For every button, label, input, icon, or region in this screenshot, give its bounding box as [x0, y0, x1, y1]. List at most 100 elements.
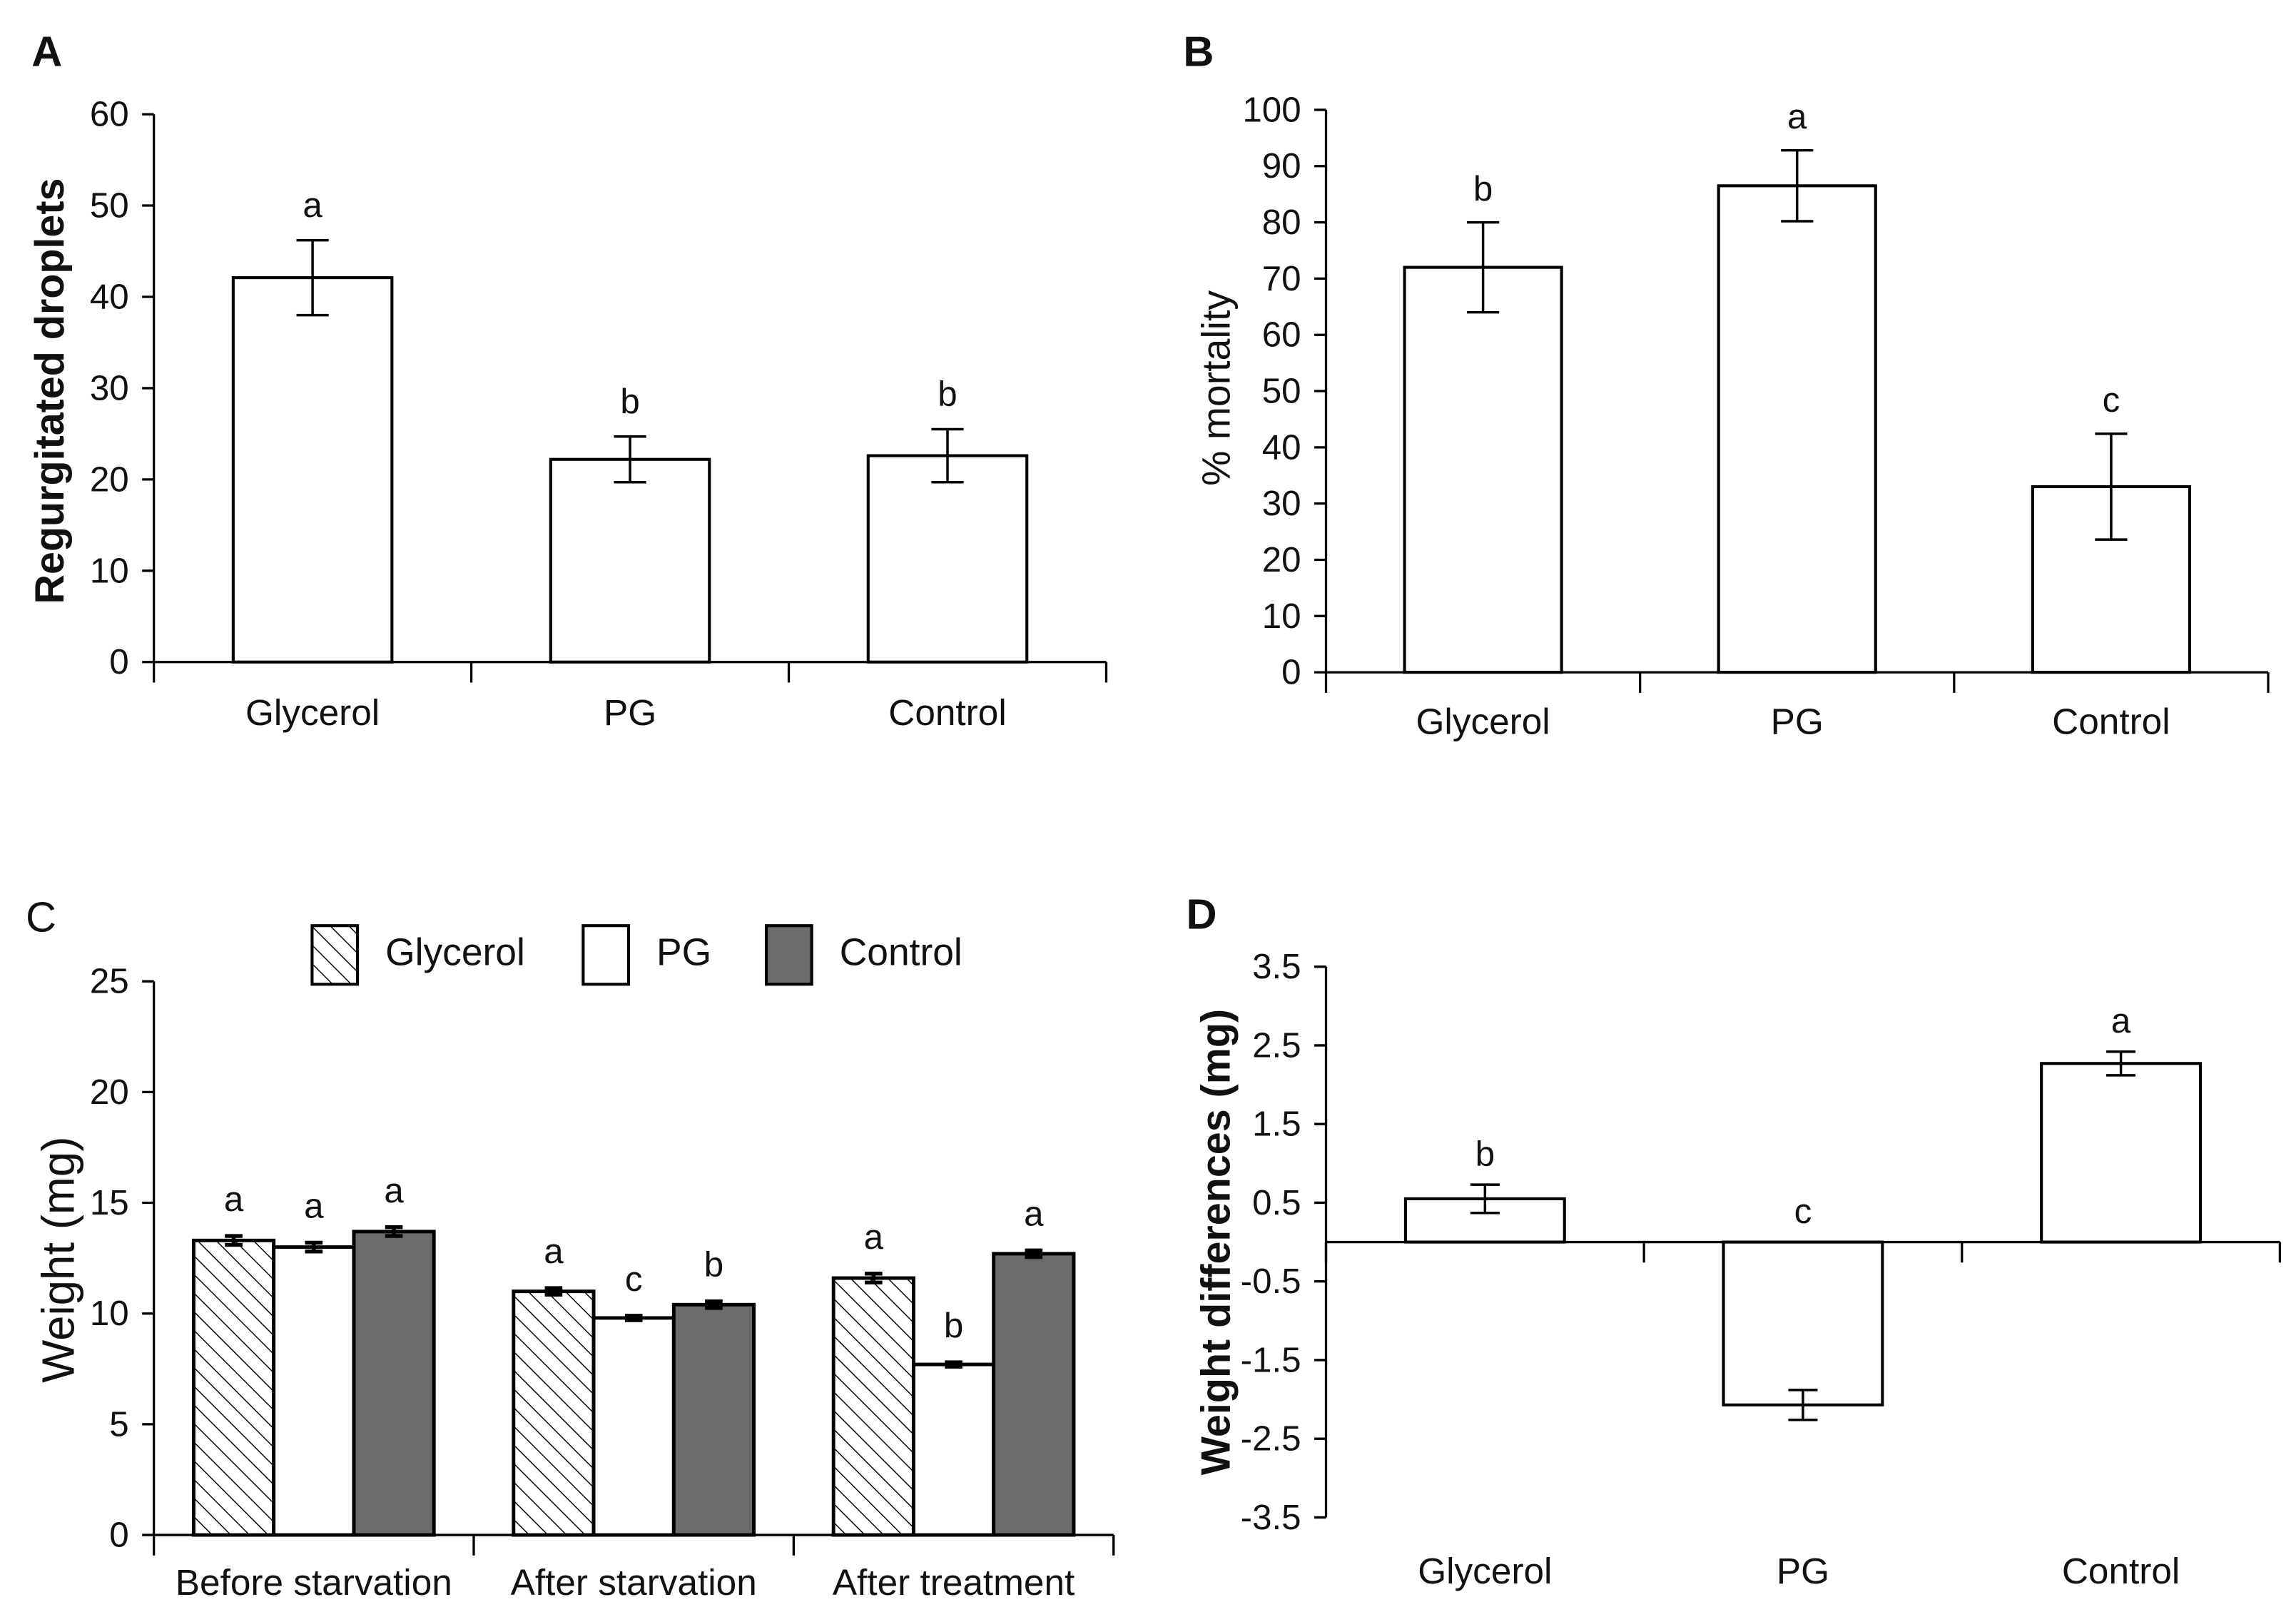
bar-glycerol	[512, 1289, 596, 1537]
panel-label: D	[1186, 890, 1216, 938]
y-axis-label: Weight differences (mg)	[1193, 1009, 1239, 1475]
error-bar	[614, 435, 646, 484]
error-bar	[385, 1225, 403, 1238]
y-tick-label: 80	[1262, 203, 1301, 242]
panel-label: A	[31, 27, 62, 75]
category-label-control: Control	[2062, 1551, 2180, 1591]
category-label-pg: PG	[1777, 1551, 1829, 1591]
significance-letter: c	[2103, 380, 2120, 420]
error-bar	[2106, 1050, 2136, 1077]
bar-pg	[272, 1245, 356, 1537]
bar-group-pg: b	[549, 382, 711, 664]
legend-swatch	[581, 924, 631, 986]
y-tick-label: 60	[1262, 315, 1301, 355]
bar-glycerol	[191, 1238, 276, 1537]
y-axis: 0 10 20 30 40 50 60	[90, 95, 156, 681]
bar-group-after-starvation: ac b	[512, 1232, 756, 1537]
y-tick-label: 1.5	[1252, 1105, 1301, 1144]
panel-label: C	[26, 893, 56, 941]
y-tick-label: 10	[90, 1294, 129, 1333]
legend-label: Glycerol	[385, 932, 525, 974]
y-tick-label: 10	[90, 551, 129, 590]
bar-group-control: c	[2031, 380, 2191, 674]
error-bar	[864, 1272, 883, 1284]
category-label-after-starvation: After starvation	[511, 1562, 757, 1603]
panel-b: B % mortality 0 10 20 30 40 50 60 70 80 90 100 Glycer…	[1183, 27, 2270, 741]
y-tick-label: 40	[1262, 427, 1301, 467]
significance-letter: a	[224, 1180, 244, 1219]
category-label-after-treatment: After treatment	[833, 1562, 1075, 1603]
y-tick-label: 15	[90, 1183, 129, 1222]
y-tick-label: -3.5	[1241, 1498, 1301, 1537]
y-tick-label: -2.5	[1241, 1419, 1301, 1459]
x-axis: Glycerol PG Control	[1324, 671, 2270, 741]
x-axis: Before starvation After starvation After t…	[152, 1534, 1115, 1603]
y-tick-label: 50	[90, 186, 129, 225]
y-tick-label: 5	[109, 1404, 128, 1444]
bar-group-glycerol: b	[1403, 169, 1563, 674]
error-bar	[2095, 432, 2128, 541]
significance-letter: a	[304, 1187, 324, 1226]
category-label-glycerol: Glycerol	[1416, 701, 1550, 741]
error-bar	[1470, 1183, 1500, 1215]
significance-letter: b	[944, 1306, 963, 1345]
error-bar	[1467, 220, 1500, 314]
significance-letter: a	[1787, 97, 1807, 136]
bars: a a a a c b a b a	[191, 1171, 1076, 1537]
significance-letter: b	[620, 382, 639, 421]
category-label-glycerol: Glycerol	[245, 692, 380, 733]
error-bar	[945, 1360, 962, 1369]
bar-pg	[1717, 184, 1877, 674]
y-tick-label: 10	[1262, 597, 1301, 636]
y-tick-label: 20	[1262, 540, 1301, 579]
category-label-pg: PG	[1771, 701, 1824, 741]
significance-letter: c	[1794, 1192, 1812, 1231]
y-tick-label: 25	[90, 962, 129, 1001]
legend-item-pg: PG	[581, 924, 711, 986]
legend-swatch	[764, 924, 813, 986]
bar-control	[866, 454, 1029, 664]
y-tick-label: 100	[1242, 90, 1301, 129]
bar-pg	[911, 1362, 996, 1537]
bar-control	[2040, 1062, 2203, 1244]
error-bar	[225, 1234, 243, 1247]
panel-d: D Weight differences (mg) 3.5 2.5 1.5 0.5 -0.5…	[1186, 890, 2282, 1591]
bar-control	[671, 1302, 756, 1537]
significance-letter: b	[1473, 169, 1493, 208]
y-tick-label: 60	[90, 95, 129, 134]
legend-label: PG	[656, 932, 711, 974]
y-axis: 0 5 10 15 20 25	[90, 962, 156, 1555]
significance-letter: a	[2111, 1001, 2131, 1040]
category-label-glycerol: Glycerol	[1418, 1551, 1552, 1591]
y-axis: 0 10 20 30 40 50 60 70 80 90 100	[1242, 90, 1328, 692]
bar-glycerol	[231, 276, 394, 664]
y-tick-label: 30	[1262, 484, 1301, 523]
bar-pg	[549, 457, 711, 664]
panel-c: C Weight (mg) 0 5 10 15 20 25 Before starvation A…	[26, 893, 1115, 1603]
bar-control	[992, 1252, 1076, 1537]
legend: Glycerol PG Control	[310, 924, 962, 986]
y-tick-label: 20	[90, 460, 129, 499]
significance-letter: b	[938, 375, 957, 414]
y-tick-label: 3.5	[1252, 947, 1301, 986]
y-tick-label: 0	[1281, 653, 1301, 692]
y-tick-label: 50	[1262, 372, 1301, 411]
legend-item-control: Control	[764, 924, 962, 986]
significance-letter: a	[1024, 1194, 1044, 1233]
panel-a: A Regurgitated droplets 0 10 20 30 40 50 60 Glyce…	[27, 27, 1108, 733]
y-axis-label: Weight (mg)	[34, 1137, 84, 1383]
bar-pg	[591, 1316, 676, 1537]
y-tick-label: 20	[90, 1073, 129, 1112]
y-tick-label: 90	[1262, 146, 1301, 186]
significance-letter: a	[303, 186, 322, 225]
bars: b a c	[1403, 97, 2191, 674]
y-tick-label: -1.5	[1241, 1340, 1301, 1379]
y-tick-label: -0.5	[1241, 1262, 1301, 1301]
error-bar	[296, 238, 329, 317]
significance-letter: b	[1475, 1134, 1495, 1173]
significance-letter: b	[704, 1245, 723, 1284]
error-bar	[305, 1240, 323, 1254]
y-axis-label: Regurgitated droplets	[27, 178, 73, 604]
